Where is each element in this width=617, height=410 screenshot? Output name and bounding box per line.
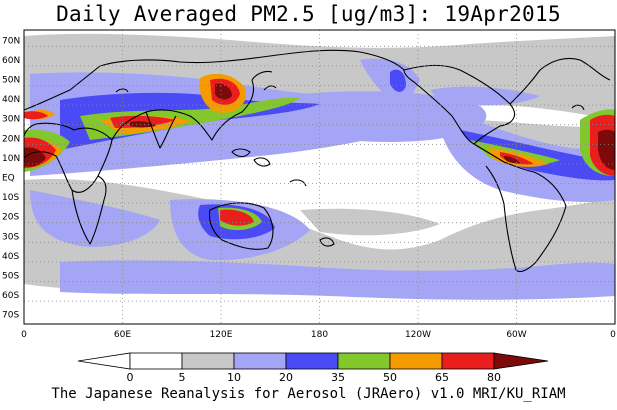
colorbar-low-arrow [77,352,131,370]
lon-label: 0 [610,330,616,340]
lat-label: EQ [2,174,15,184]
colorbar-tick-label: 5 [179,371,186,384]
lon-label: 60E [114,330,131,340]
lat-label: 50N [2,76,20,86]
colorbar-labels: 0 5 10 20 35 50 65 80 [127,371,502,384]
colorbar-cell [129,352,183,370]
colorbar-tick-label: 20 [279,371,293,384]
lat-label: 20S [2,213,19,223]
colorbar-high-arrow [493,352,549,370]
graticule [24,30,615,324]
footer-caption: The Japanese Reanalysis for Aerosol (JRA… [51,386,566,402]
colorbar-tick-label: 50 [383,371,397,384]
lon-label: 120E [210,330,233,340]
colorbar-tick-label: 0 [127,371,134,384]
colorbar-tick-label: 65 [435,371,449,384]
coastlines [24,49,611,273]
colorbar-tick-label: 80 [487,371,501,384]
lat-label: 10N [2,154,20,164]
colorbar-cell [233,352,287,370]
colorbar-cell [441,352,495,370]
colorbar-cell [389,352,443,370]
map-frame [23,29,616,325]
colorbar-cell [181,352,235,370]
lon-label: 180 [311,330,328,340]
lat-label: 20N [2,134,20,144]
lat-label: 70S [2,311,19,321]
colorbar-tick-label: 35 [331,371,345,384]
colorbar-tick-label: 10 [227,371,241,384]
lat-label: 60N [2,56,20,66]
map-title: Daily Averaged PM2.5 [ug/m3]: 19Apr2015 [56,2,561,26]
lat-label: 30N [2,115,20,125]
longitude-labels: 0 60E 120E 180 120W 60W 0 [21,330,616,340]
lon-label: 120W [405,330,431,340]
lat-label: 50S [2,272,19,282]
lat-label: 10S [2,193,19,203]
lon-label: 60W [506,330,526,340]
lat-label: 70N [2,36,20,46]
colorbar [77,352,549,370]
colorbar-cell [285,352,339,370]
lat-label: 40N [2,95,20,105]
lon-label: 0 [21,330,27,340]
lat-label: 60S [2,291,19,301]
latitude-labels: 70N 60N 50N 40N 30N 20N 10N EQ 10S 20S 3… [2,36,20,320]
lat-label: 30S [2,232,19,242]
lat-label: 40S [2,252,19,262]
colorbar-cell [337,352,391,370]
